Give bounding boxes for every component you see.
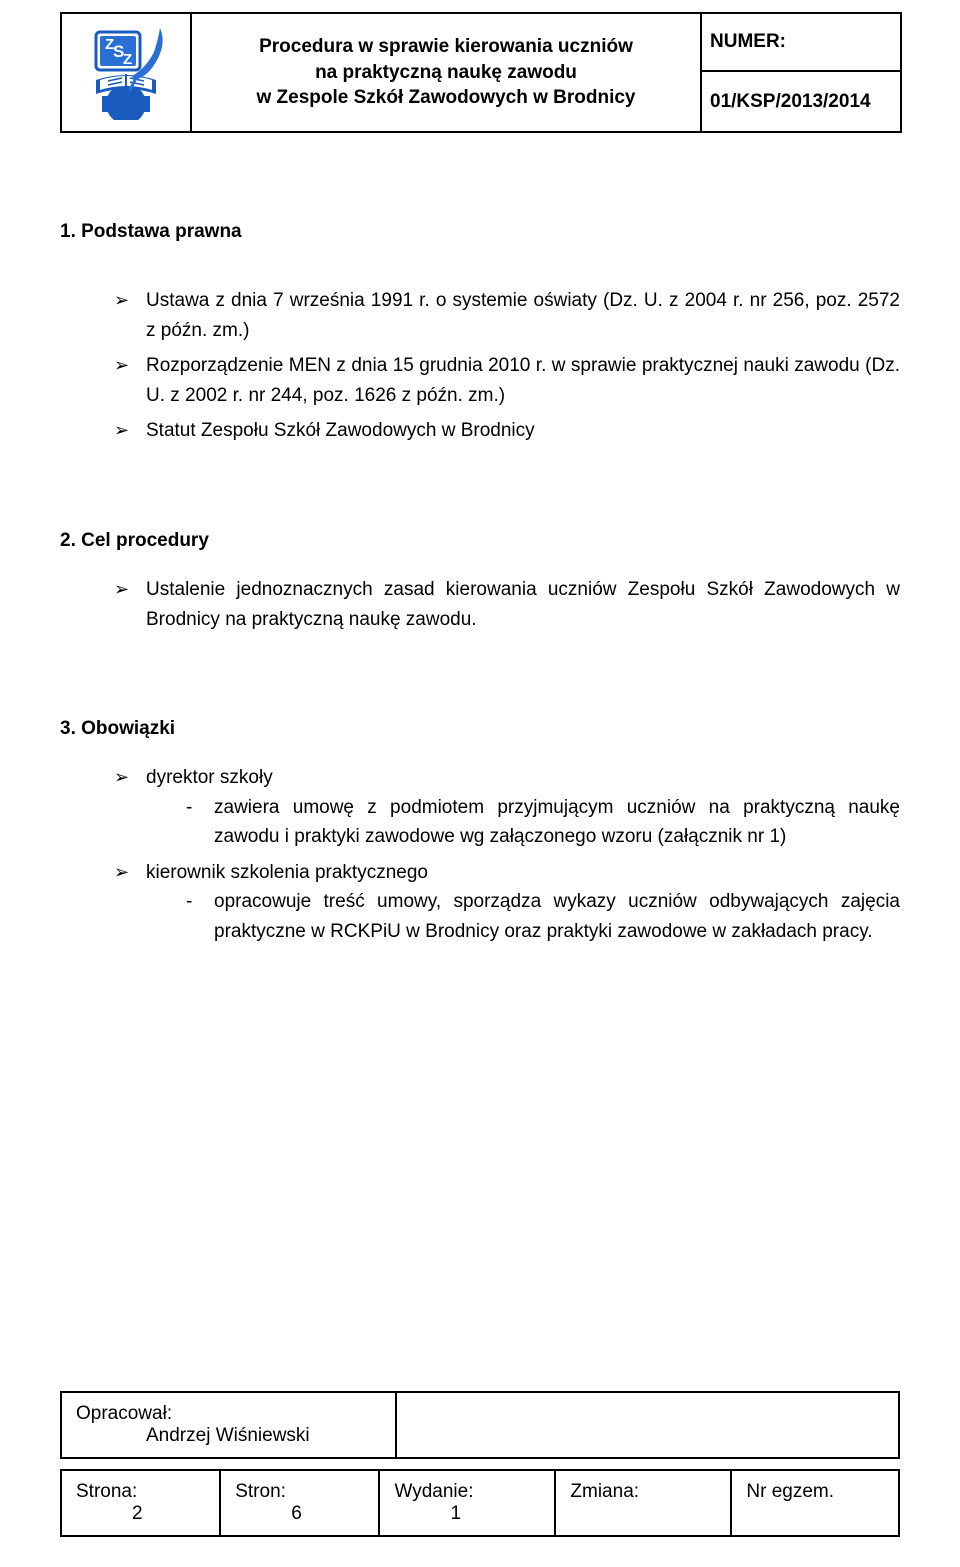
school-logo-icon: Z S Z [72,20,180,120]
footer-zmiana-label: Zmiana: [570,1481,716,1503]
dash-item: zawiera umowę z podmiotem przyjmującym u… [186,793,900,852]
footer-area: Opracował: Andrzej Wiśniewski Strona: 2 … [60,1391,900,1537]
footer-nregzem-label: Nr egzem. [746,1481,884,1503]
dash-item: opracowuje treść umowy, sporządza wykazy… [186,887,900,946]
section-3: 3. Obowiązki dyrektor szkoły zawiera umo… [60,714,900,946]
header-title-line2: na praktyczną naukę zawodu [315,62,577,83]
list-item: Rozporządzenie MEN z dnia 15 grudnia 201… [114,351,900,410]
footer-stron-cell: Stron: 6 [220,1470,379,1536]
list-item: dyrektor szkoły zawiera umowę z podmiote… [114,763,900,851]
svg-text:Z: Z [123,51,132,68]
list-item: Ustalenie jednoznacznych zasad kierowani… [114,575,900,634]
footer-stron-label: Stron: [235,1481,364,1503]
header-numer-label: NUMER: [710,31,786,52]
footer-strona-label: Strona: [76,1481,205,1503]
header-numer-label-cell: NUMER: [701,13,901,71]
footer-nregzem-cell: Nr egzem. [731,1470,899,1536]
header-table: Z S Z Procedura w sprawie kierowania ucz… [60,12,902,133]
header-numer-value: 01/KSP/2013/2014 [710,91,871,112]
footer-table-1: Opracował: Andrzej Wiśniewski [60,1391,900,1459]
section-1-heading: 1. Podstawa prawna [60,217,900,246]
footer-strona-cell: Strona: 2 [61,1470,220,1536]
header-logo-cell: Z S Z [61,13,191,132]
footer-opracowal-name: Andrzej Wiśniewski [76,1425,381,1447]
footer-table-2: Strona: 2 Stron: 6 Wydanie: 1 Zmiana: Nr… [60,1469,900,1537]
section-1: 1. Podstawa prawna Ustawa z dnia 7 wrześ… [60,217,900,446]
footer-wydanie-cell: Wydanie: 1 [379,1470,555,1536]
list-item: Ustawa z dnia 7 września 1991 r. o syste… [114,286,900,345]
list-item-label: kierownik szkolenia praktycznego [146,862,428,883]
footer-wydanie-label: Wydanie: [394,1481,540,1503]
header-numer-value-cell: 01/KSP/2013/2014 [701,71,901,132]
footer-stron-val: 6 [235,1503,364,1525]
list-item: Statut Zespołu Szkół Zawodowych w Brodni… [114,416,900,445]
footer-opracowal-cell: Opracował: Andrzej Wiśniewski [61,1392,396,1458]
dash-list: opracowuje treść umowy, sporządza wykazy… [186,887,900,946]
footer-opracowal-label: Opracował: [76,1403,381,1425]
section-2-list: Ustalenie jednoznacznych zasad kierowani… [114,575,900,634]
page: Z S Z Procedura w sprawie kierowania ucz… [0,0,960,1567]
list-item-label: dyrektor szkoły [146,767,273,788]
header-title-cell: Procedura w sprawie kierowania uczniów n… [191,13,701,132]
document-body: 1. Podstawa prawna Ustawa z dnia 7 wrześ… [60,217,900,946]
header-title-line1: Procedura w sprawie kierowania uczniów [259,36,633,57]
footer-empty-cell [396,1392,899,1458]
header-title-line3: w Zespole Szkół Zawodowych w Brodnicy [256,87,635,108]
section-3-list: dyrektor szkoły zawiera umowę z podmiote… [114,763,900,946]
section-2-heading: 2. Cel procedury [60,526,900,555]
footer-zmiana-cell: Zmiana: [555,1470,731,1536]
section-3-heading: 3. Obowiązki [60,714,900,743]
section-1-list: Ustawa z dnia 7 września 1991 r. o syste… [114,286,900,445]
dash-list: zawiera umowę z podmiotem przyjmującym u… [186,793,900,852]
list-item: kierownik szkolenia praktycznego opracow… [114,858,900,946]
footer-wydanie-val: 1 [394,1503,540,1525]
section-2: 2. Cel procedury Ustalenie jednoznacznyc… [60,526,900,634]
footer-strona-val: 2 [76,1503,205,1525]
